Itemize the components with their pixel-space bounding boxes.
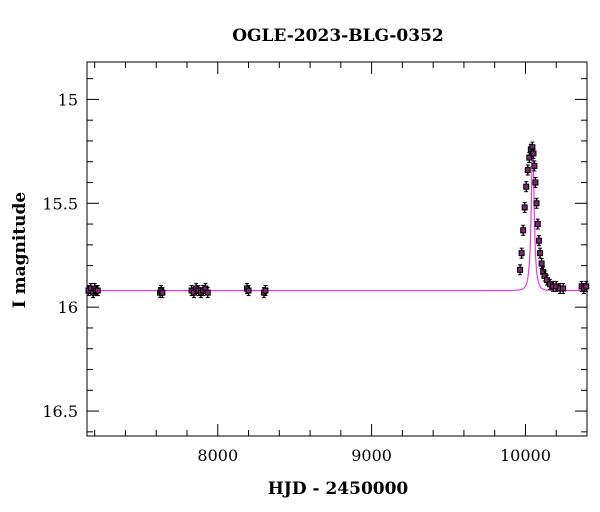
y-tick-label: 16 xyxy=(58,298,78,317)
data-point xyxy=(245,285,252,297)
x-tick-label: 10000 xyxy=(500,446,551,465)
data-point xyxy=(547,278,554,290)
chart-title: OGLE-2023-BLG-0352 xyxy=(232,26,444,46)
model-curve xyxy=(87,145,587,292)
data-point xyxy=(518,247,525,259)
axis-ticks xyxy=(87,62,588,436)
y-tick-label: 16.5 xyxy=(42,402,78,421)
data-point xyxy=(262,285,269,297)
data-point xyxy=(560,282,567,294)
data-point xyxy=(544,274,550,286)
data-point xyxy=(159,287,166,299)
x-tick-label: 8000 xyxy=(197,446,238,465)
data-point xyxy=(517,264,524,276)
data-points xyxy=(85,141,590,299)
model-line xyxy=(87,145,587,292)
data-point xyxy=(530,147,537,159)
data-point xyxy=(583,280,590,292)
data-point xyxy=(533,197,540,209)
plot-frame xyxy=(86,61,588,437)
data-point xyxy=(521,201,528,213)
x-tick-label: 9000 xyxy=(351,446,392,465)
data-point xyxy=(531,160,538,172)
data-point xyxy=(524,164,531,176)
data-point xyxy=(520,224,527,236)
y-tick-labels: 15 15.5 16 16.5 xyxy=(42,90,78,421)
data-point xyxy=(94,285,101,297)
y-axis-label: I magnitude xyxy=(10,192,30,309)
x-axis-label: HJD - 2450000 xyxy=(268,479,409,499)
data-point xyxy=(204,287,211,299)
data-point xyxy=(537,247,544,259)
data-point xyxy=(534,218,541,230)
y-tick-label: 15.5 xyxy=(42,194,78,213)
x-tick-labels: 8000 9000 10000 xyxy=(197,446,551,465)
data-point xyxy=(523,181,530,193)
data-point xyxy=(532,177,539,189)
data-point xyxy=(536,235,542,247)
y-tick-label: 15 xyxy=(58,90,78,109)
